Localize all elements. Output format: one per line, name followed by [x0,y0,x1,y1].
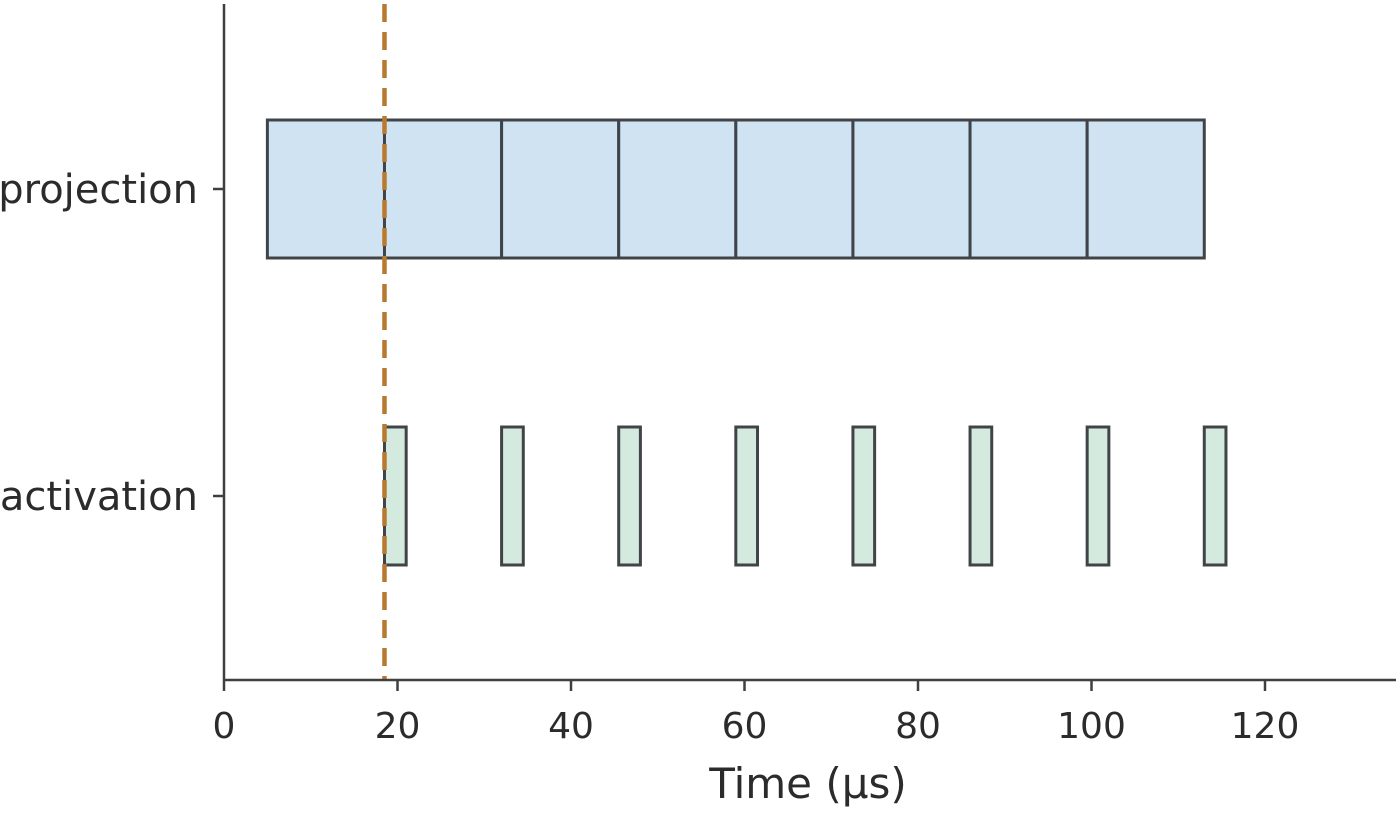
x-tick-label-120: 120 [1231,706,1300,747]
axes-layer [222,4,1396,682]
x-ticks: 0 20 40 60 80 100 120 [213,680,1300,747]
projection-segment-6 [851,118,972,260]
x-tick-label-0: 0 [213,706,236,747]
projection-segment-8 [1085,118,1206,260]
x-tick-label-100: 100 [1057,706,1126,747]
x-tick-label-40: 40 [548,706,594,747]
activation-segment-7 [1085,425,1111,567]
bars-layer [265,118,1228,567]
projection-segment-7 [968,118,1089,260]
activation-segment-3 [617,425,642,567]
y-categories: projection activation [0,167,224,520]
activation-segment-2 [500,425,525,567]
activation-segment-6 [968,425,994,567]
activation-segment-5 [851,425,877,567]
x-tick-label-60: 60 [722,706,768,747]
projection-segment-4 [617,118,738,260]
y-category-label-projection: projection [0,167,198,213]
projection-segment-1 [265,118,386,260]
activation-segment-1 [382,425,408,567]
activation-segment-4 [734,425,760,567]
projection-segment-2 [382,118,504,260]
x-tick-label-20: 20 [375,706,421,747]
x-axis-title: Time (μs) [708,759,907,808]
x-tick-label-80: 80 [895,706,941,747]
activation-segment-8 [1202,425,1228,567]
projection-segment-3 [500,118,621,260]
y-category-label-activation: activation [0,474,198,520]
projection-segment-5 [734,118,855,260]
